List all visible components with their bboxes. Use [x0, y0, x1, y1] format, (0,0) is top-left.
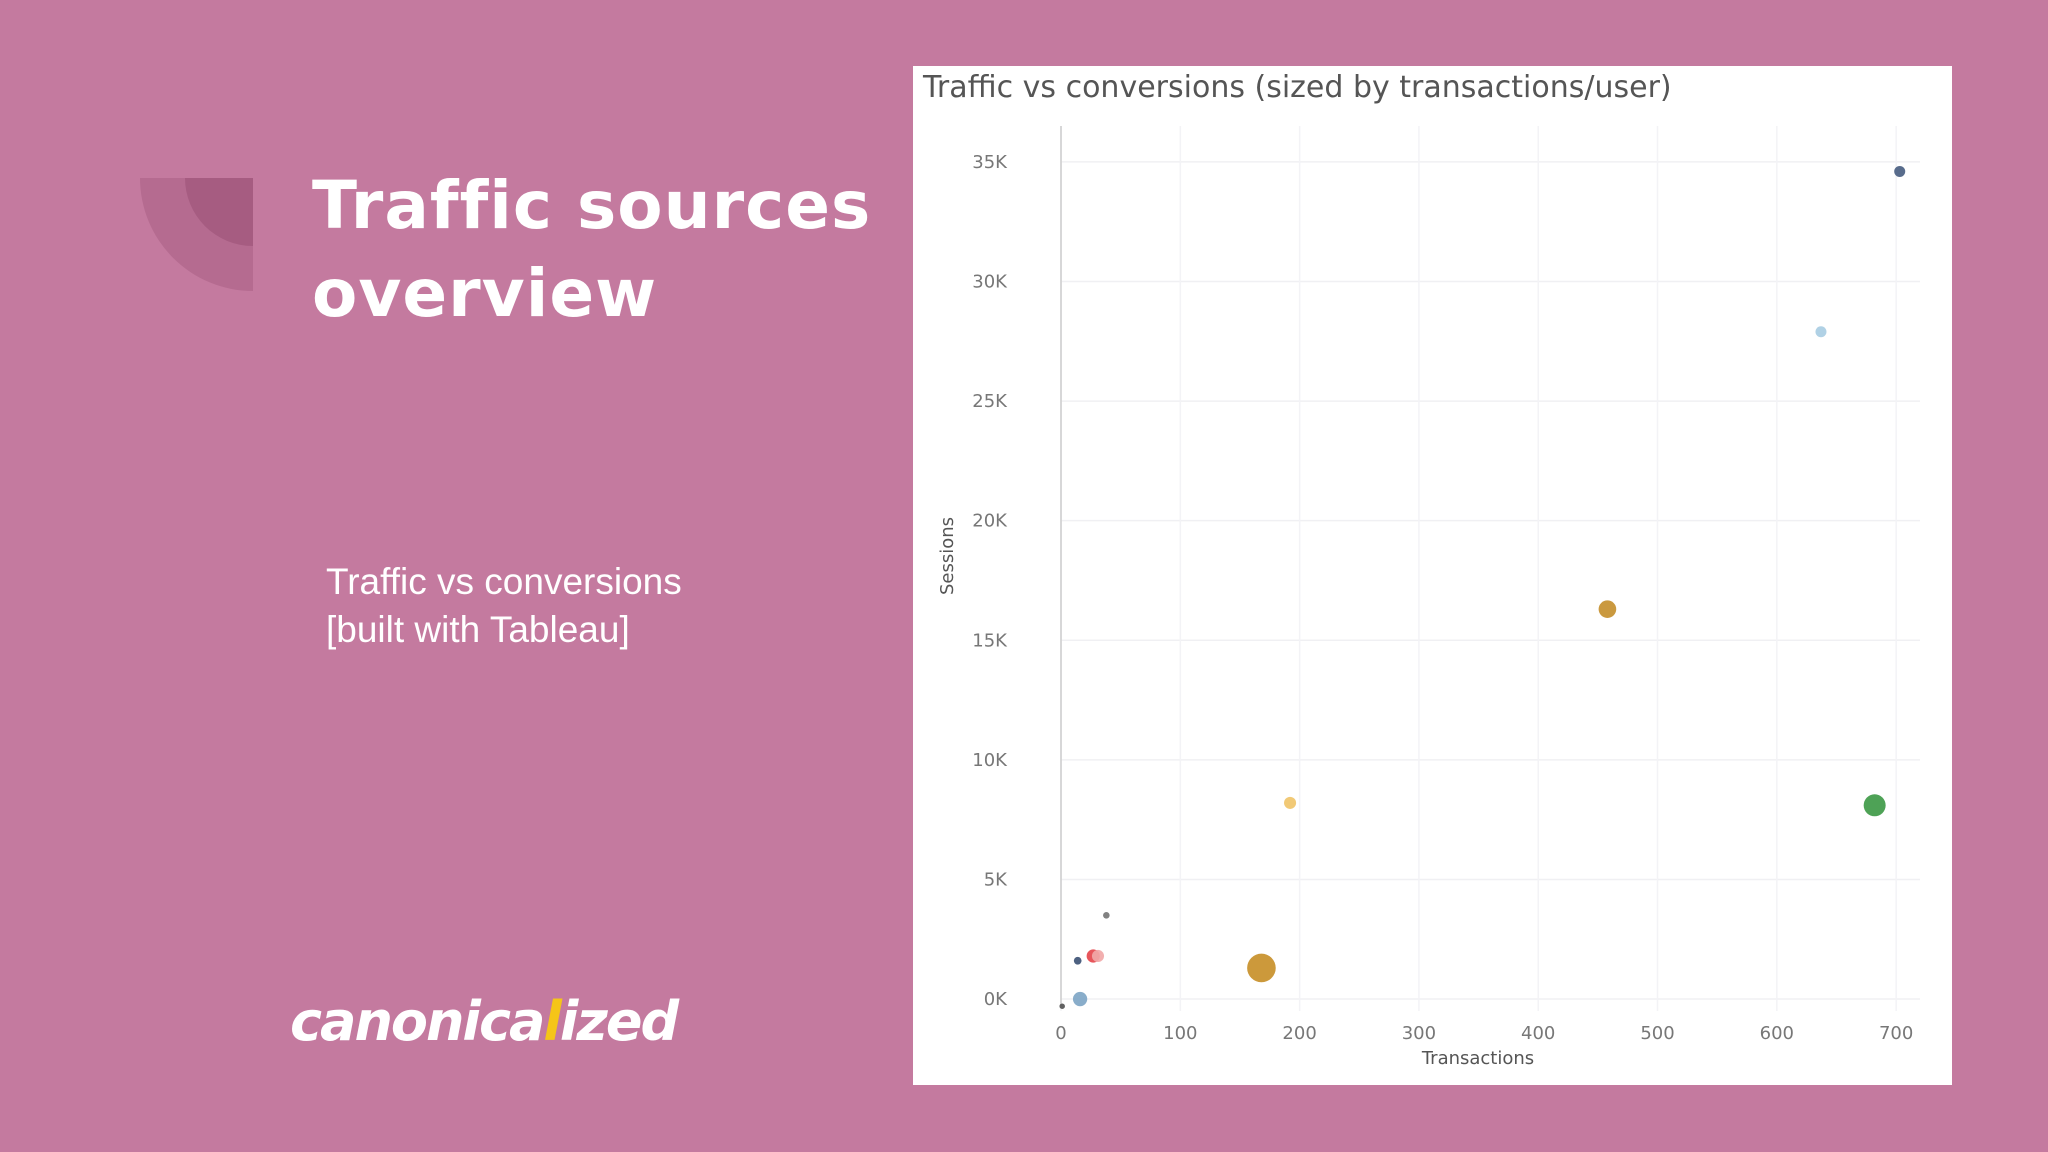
- slide-subtitle: Traffic vs conversions [built with Table…: [326, 558, 826, 654]
- scatter-point: [1103, 912, 1110, 919]
- scatter-point: [1894, 165, 1906, 177]
- y-tick-label: 35K: [972, 152, 1008, 173]
- decorative-arc-icon: [140, 178, 253, 291]
- scatter-point: [1815, 326, 1827, 338]
- y-tick-label: 30K: [972, 271, 1008, 292]
- slide-title-line: Traffic sources: [312, 167, 872, 244]
- scatter-point: [1598, 600, 1617, 618]
- slide-title-line: overview: [312, 255, 658, 332]
- y-tick-label: 25K: [972, 391, 1008, 412]
- y-axis-ticks: 0K 5K 10K 15K 20K 25K 30K 35K: [972, 152, 1008, 1010]
- chart-title: Traffic vs conversions (sized by transac…: [922, 70, 1672, 105]
- logo-text-end: ized: [559, 990, 679, 1053]
- x-tick-label: 500: [1640, 1023, 1674, 1044]
- slide-title: Traffic sources overview: [312, 162, 872, 338]
- y-tick-label: 15K: [972, 630, 1008, 651]
- y-tick-label: 20K: [972, 511, 1008, 532]
- logo-highlight-letter: l: [543, 990, 561, 1053]
- scatter-point: [1072, 991, 1088, 1007]
- chart-grid: [1060, 126, 1920, 1011]
- x-axis-ticks: 0 100 200 300 400 500 600 700: [1055, 1023, 1913, 1044]
- x-tick-label: 700: [1879, 1023, 1913, 1044]
- y-tick-label: 0K: [984, 989, 1008, 1010]
- logo-text-start: canonica: [290, 990, 545, 1053]
- scatter-point: [1073, 956, 1082, 965]
- y-axis-label: Sessions: [937, 517, 958, 595]
- x-tick-label: 300: [1402, 1023, 1436, 1044]
- x-tick-label: 200: [1282, 1023, 1316, 1044]
- scatter-point: [1247, 953, 1276, 983]
- subtitle-line: [built with Tableau]: [326, 609, 630, 650]
- x-tick-label: 400: [1521, 1023, 1555, 1044]
- scatter-point: [1091, 949, 1105, 963]
- scatter-point: [1863, 794, 1886, 817]
- y-tick-label: 5K: [984, 869, 1008, 890]
- subtitle-line: Traffic vs conversions: [326, 561, 682, 602]
- scatter-point: [1284, 796, 1297, 809]
- scatter-chart: Traffic vs conversions (sized by transac…: [922, 70, 1920, 1069]
- chart-panel: Traffic vs conversions (sized by transac…: [913, 66, 1952, 1085]
- x-tick-label: 600: [1760, 1023, 1794, 1044]
- brand-logo: canonicalized: [290, 990, 679, 1090]
- x-axis-label: Transactions: [1421, 1048, 1534, 1069]
- x-tick-label: 100: [1163, 1023, 1197, 1044]
- scatter-point: [1059, 1003, 1065, 1009]
- x-tick-label: 0: [1055, 1023, 1066, 1044]
- y-tick-label: 10K: [972, 750, 1008, 771]
- data-points: [1059, 165, 1906, 1009]
